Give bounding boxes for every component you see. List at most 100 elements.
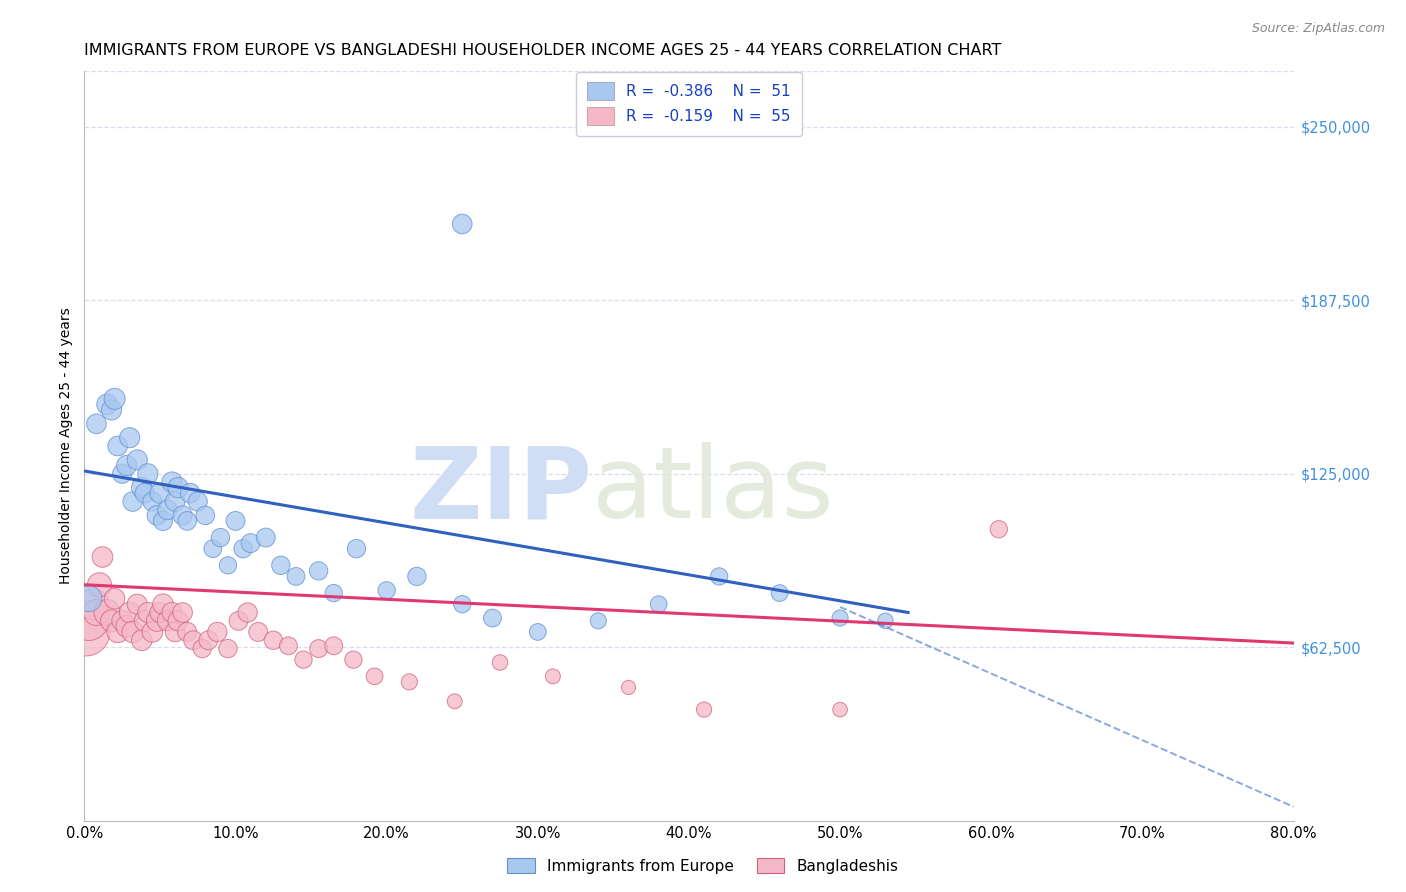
Text: ZIP: ZIP [409,442,592,540]
Point [165,494,187,508]
Point [236,606,259,620]
Point [86,417,108,431]
Point [131,633,153,648]
Point [77,591,100,606]
Point [225,514,247,528]
Point [277,639,299,653]
Point [141,624,163,639]
Point [96,606,118,620]
Point [830,703,852,717]
Point [187,494,209,508]
Point [149,486,172,500]
Point [77,614,100,628]
Point [146,508,169,523]
Point [239,536,262,550]
Point [197,633,219,648]
Point [167,481,190,495]
Point [481,611,503,625]
Text: Source: ZipAtlas.com: Source: ZipAtlas.com [1251,22,1385,36]
Point [134,614,156,628]
Point [104,591,127,606]
Point [100,614,122,628]
Point [141,494,163,508]
Point [160,606,183,620]
Point [693,703,716,717]
Point [121,624,143,639]
Point [254,531,277,545]
Point [127,453,149,467]
Point [121,494,143,508]
Point [406,569,429,583]
Point [156,614,179,628]
Point [322,586,344,600]
Point [194,508,217,523]
Point [91,549,114,564]
Point [247,624,270,639]
Y-axis label: Householder Income Ages 25 - 44 years: Householder Income Ages 25 - 44 years [59,308,73,584]
Point [217,558,239,573]
Point [100,403,122,417]
Point [375,583,398,598]
Point [527,624,550,639]
Point [75,624,97,639]
Point [342,653,364,667]
Point [172,508,194,523]
Point [232,541,254,556]
Point [111,467,134,481]
Point [308,641,330,656]
Point [709,569,731,583]
Point [96,397,118,411]
Point [172,606,194,620]
Point [987,522,1010,536]
Point [152,514,174,528]
Point [152,597,174,611]
Point [308,564,330,578]
Point [363,669,385,683]
Point [262,633,284,648]
Point [181,633,204,648]
Point [541,669,564,683]
Legend: Immigrants from Europe, Bangladeshis: Immigrants from Europe, Bangladeshis [502,852,904,880]
Point [443,694,465,708]
Point [648,597,671,611]
Point [127,597,149,611]
Point [201,541,224,556]
Point [118,606,141,620]
Point [104,392,127,406]
Point [165,624,187,639]
Point [115,619,138,633]
Point [107,624,129,639]
Point [149,606,172,620]
Point [89,578,111,592]
Legend: R =  -0.386    N =  51, R =  -0.159    N =  55: R = -0.386 N = 51, R = -0.159 N = 55 [576,71,801,136]
Point [136,606,159,620]
Point [209,531,232,545]
Point [156,503,179,517]
Point [191,641,214,656]
Point [228,614,250,628]
Point [322,639,344,653]
Point [489,656,512,670]
Point [118,431,141,445]
Point [136,467,159,481]
Text: IMMIGRANTS FROM EUROPE VS BANGLADESHI HOUSEHOLDER INCOME AGES 25 - 44 YEARS CORR: IMMIGRANTS FROM EUROPE VS BANGLADESHI HO… [84,43,1001,58]
Point [115,458,138,473]
Point [131,481,153,495]
Point [617,681,640,695]
Point [146,614,169,628]
Point [86,606,108,620]
Point [207,624,229,639]
Text: atlas: atlas [592,442,834,540]
Point [270,558,292,573]
Point [111,614,134,628]
Point [176,624,198,639]
Point [875,614,897,628]
Point [167,614,190,628]
Point [160,475,183,489]
Point [107,439,129,453]
Point [451,217,474,231]
Point [217,641,239,656]
Point [346,541,368,556]
Point [398,674,420,689]
Point [292,653,315,667]
